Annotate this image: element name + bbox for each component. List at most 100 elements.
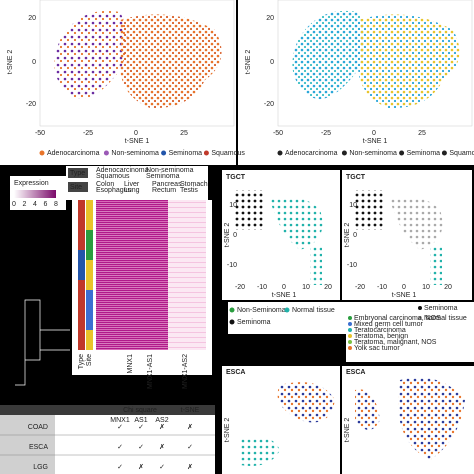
legend-swatch — [229, 319, 235, 325]
y-tick-label: 20 — [28, 15, 36, 22]
legend-label: Seminoma — [237, 319, 271, 326]
x-tick-label: -20 — [355, 284, 365, 291]
x-tick-label: 20 — [324, 284, 332, 291]
y-tick-label: 0 — [233, 232, 237, 239]
column-label: Site — [86, 354, 93, 366]
row-label: ESCA — [29, 444, 48, 451]
legend-label: Liver — [124, 181, 140, 188]
x-tick-label: -50 — [35, 130, 45, 137]
legend-swatch — [399, 150, 405, 156]
tgct-panels — [222, 170, 474, 362]
y-axis-label: t-SNE 2 — [344, 418, 351, 443]
legend-swatch — [348, 316, 352, 320]
legend-swatch — [348, 334, 352, 338]
legend-title: Expression — [14, 180, 49, 187]
table-cell: ✗ — [187, 463, 193, 471]
legend-label: Seminoma — [424, 305, 458, 312]
legend-label: Rectum — [152, 187, 176, 194]
legend-label: Adenocarcinoma — [47, 150, 100, 157]
y-axis-label: t-SNE 2 — [224, 418, 231, 443]
x-tick-label: -20 — [235, 284, 245, 291]
table-subheader: MNX1 — [110, 417, 130, 424]
x-axis-label: t-SNE 1 — [272, 292, 297, 299]
esca-panels — [222, 366, 474, 474]
x-tick-label: 25 — [180, 130, 188, 137]
panel-title: TGCT — [346, 174, 366, 181]
y-tick-label: 0 — [353, 232, 357, 239]
legend-tick: 8 — [54, 201, 58, 208]
legend-swatch — [348, 322, 352, 326]
y-axis-label: t-SNE 2 — [7, 50, 14, 75]
y-axis-label: t-SNE 2 — [224, 223, 231, 248]
table-cell: ✓ — [159, 464, 165, 471]
column-label: MNX1-AS1 — [147, 354, 154, 389]
legend-label: Yolk sac tumor — [354, 345, 400, 352]
panel-title: ESCA — [226, 369, 245, 376]
x-tick-label: 0 — [282, 284, 286, 291]
table-cell: ✗ — [159, 423, 165, 431]
x-tick-label: -10 — [377, 284, 387, 291]
column-label: MNX1 — [127, 354, 134, 374]
legend-label: Mixed germ cell tumor — [354, 321, 424, 328]
table-cell: ✓ — [117, 424, 123, 431]
table-cell: ✓ — [187, 444, 193, 451]
legend-label: Normal tissue — [292, 307, 335, 314]
legend-swatch — [348, 346, 352, 350]
legend-title: Site — [70, 184, 82, 191]
legend-label: Teratocarcinoma — [354, 327, 406, 334]
legend-label: Stomach — [180, 181, 208, 188]
table-cell: ✓ — [117, 464, 123, 471]
legend-label: Non-seminoma — [111, 150, 159, 157]
panel-title: TGCT — [226, 174, 246, 181]
legend-label: Non-seminoma — [146, 167, 194, 174]
y-tick-label: -20 — [264, 101, 274, 108]
y-tick-label: -20 — [26, 101, 36, 108]
table-cell: ✗ — [187, 423, 193, 431]
x-tick-label: 0 — [372, 130, 376, 137]
x-tick-label: -25 — [83, 130, 93, 137]
legend-label: Esophagus — [96, 187, 132, 194]
x-tick-label: 25 — [418, 130, 426, 137]
table — [0, 405, 215, 474]
legend-label: Embryonal carcinoma, NOS — [354, 315, 441, 322]
y-tick-label: 10 — [229, 202, 237, 209]
panel-a — [0, 0, 236, 165]
legend-label: Lung — [124, 187, 140, 194]
legend-label: Seminoma — [146, 173, 180, 180]
legend-label: Adenocarcinoma — [285, 150, 338, 157]
legend-label: Adenocarcinoma — [96, 167, 149, 174]
table-cell: ✗ — [159, 443, 165, 451]
legend-swatch — [284, 307, 290, 313]
legend-box — [68, 168, 88, 178]
table-subheader: AS1 — [134, 417, 147, 424]
row-label: COAD — [28, 424, 48, 431]
legend-swatch — [348, 328, 352, 332]
panel-b — [238, 0, 474, 165]
legend-swatch — [277, 150, 283, 156]
column-label: Type — [78, 354, 85, 369]
x-axis-label: t-SNE 1 — [125, 138, 150, 145]
x-tick-label: 0 — [402, 284, 406, 291]
legend-label: Non-seminoma — [349, 150, 397, 157]
column-label: MNX1-AS2 — [182, 354, 189, 389]
legend-box — [68, 182, 88, 192]
x-tick-label: -50 — [273, 130, 283, 137]
legend-swatch — [348, 340, 352, 344]
table-header: t-SNE — [181, 407, 200, 414]
legend-tick: 4 — [33, 201, 37, 208]
legend-tick: 0 — [12, 201, 16, 208]
legend-label: Teratoma, malignant, NOS — [354, 339, 437, 346]
y-tick-label: -10 — [347, 262, 357, 269]
table-cell: ✓ — [117, 444, 123, 451]
legend-label: Normal tissue — [424, 315, 467, 322]
table-header: Chi square — [123, 407, 157, 414]
y-tick-label: 0 — [32, 59, 36, 66]
legend-label: Seminoma — [407, 150, 441, 157]
legend-label: Teratoma, benign — [354, 333, 408, 340]
y-tick-label: 10 — [349, 202, 357, 209]
x-tick-label: 10 — [422, 284, 430, 291]
table-cell: ✓ — [138, 424, 144, 431]
legend-label: Colon — [96, 181, 114, 188]
heatmap-panel — [10, 166, 212, 386]
